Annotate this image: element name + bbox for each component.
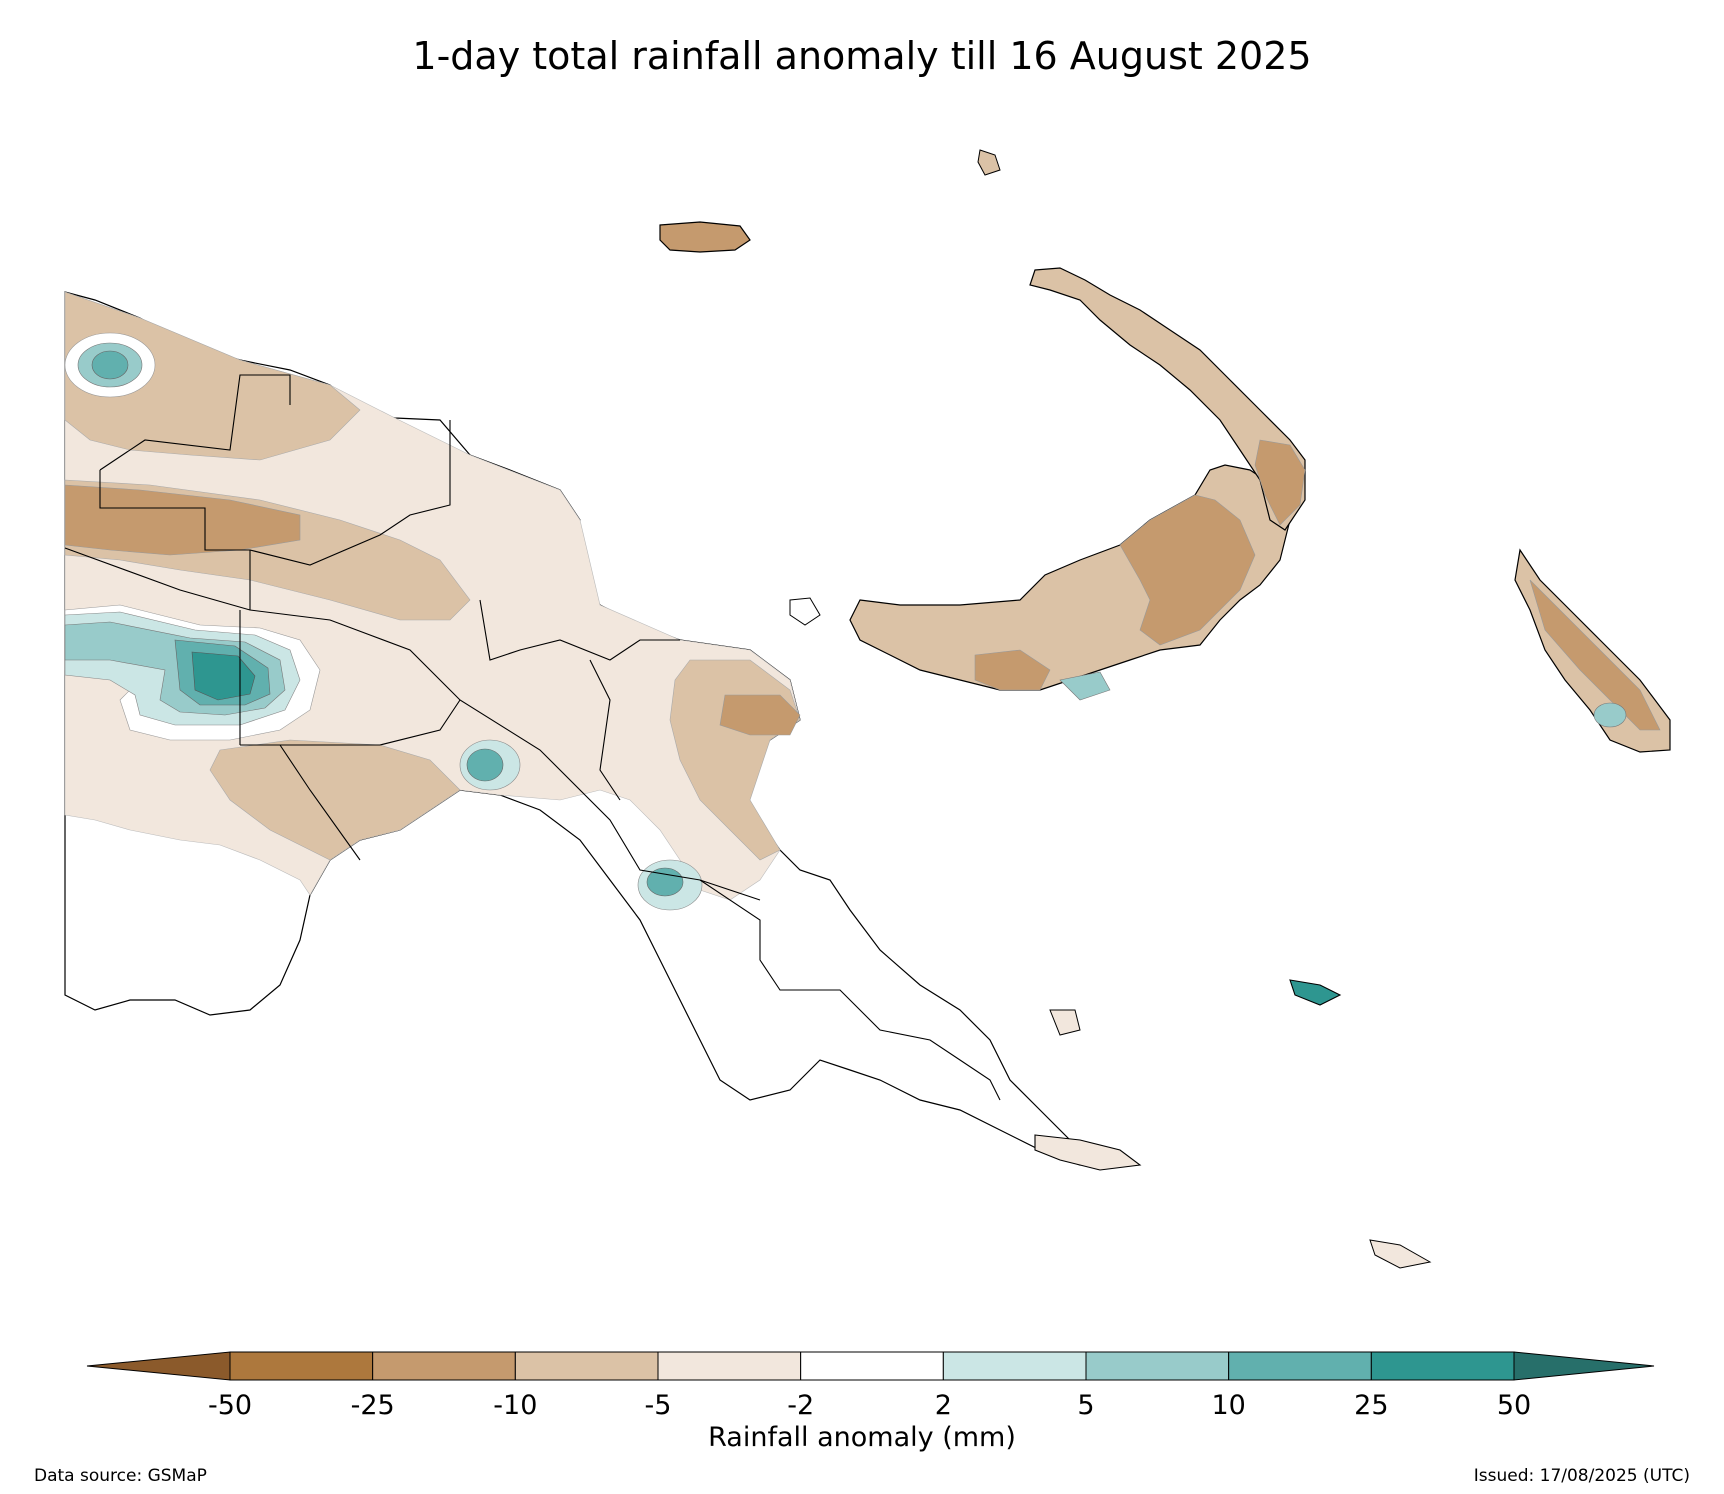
colorbar-title: Rainfall anomaly (mm) [708,1422,1016,1453]
province-boundaries [64,374,1001,1101]
colorbar-tick-label: 10 [1211,1390,1246,1421]
colorbar-tick-label: 25 [1354,1390,1389,1421]
small-island-1 [977,149,1001,176]
anomaly-band-tan [64,291,801,861]
anomaly-band-brown [64,484,801,736]
wet-blob-central-core [466,748,504,782]
colorbar-segment [942,1351,1087,1381]
colorbar-segment [514,1351,659,1381]
louisiade-island [1369,1239,1432,1269]
colorbar-tick-label: 50 [1496,1390,1532,1421]
wet-blob-west-25-50 [191,651,256,701]
rainfall-anomaly-map [64,149,1671,1269]
new-britain [849,464,1291,701]
colorbar-segment [372,1351,516,1381]
colorbar-tick-label: -10 [493,1390,538,1421]
colorbar-tick-label: -2 [787,1390,815,1421]
colorbar-tick-label: 5 [1077,1390,1095,1421]
manus-island [659,221,751,253]
data-source: Data source: GSMaP [34,1466,207,1486]
colorbar-tick-label: -50 [207,1390,253,1421]
colorbar-extend-low [86,1351,231,1381]
colorbar-segment [800,1351,944,1381]
wet-blob-north-core [91,350,129,380]
bougainville [1514,548,1671,753]
colorbar-segment [657,1351,802,1381]
colorbar-tick-label: 2 [934,1390,952,1421]
new-ireland [1029,267,1306,531]
colorbar-extend-high [1513,1351,1655,1381]
map-title: 1-day total rainfall anomaly till 16 Aug… [412,34,1312,78]
colorbar-segment [1085,1351,1230,1381]
small-island-2 [789,597,821,626]
colorbar-segment [1228,1351,1372,1381]
colorbar-segment [229,1351,374,1381]
colorbar-tick-label: -25 [350,1390,395,1421]
issued-date: Issued: 17/08/2025 (UTC) [1473,1466,1690,1486]
colorbar-segment [1370,1351,1515,1381]
milne-bay-islands [1034,1134,1142,1171]
small-island-3 [1049,1009,1081,1036]
colorbar-tick-label: -5 [644,1390,672,1421]
colorbar [86,1351,1655,1381]
wet-blob-south-core [646,867,684,897]
trobriand-island [1289,979,1342,1006]
mainland [64,291,1097,1166]
